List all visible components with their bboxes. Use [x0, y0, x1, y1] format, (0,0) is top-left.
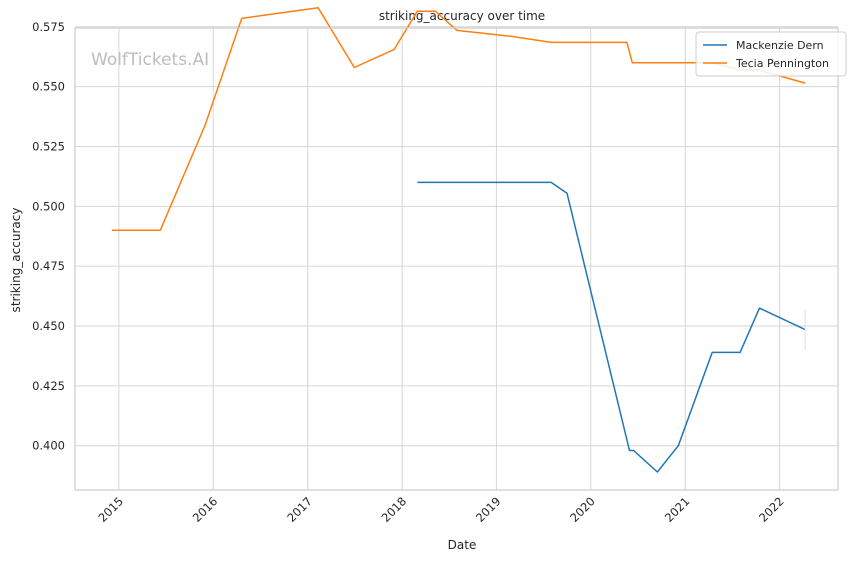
x-axis-label: Date	[448, 538, 477, 552]
x-tick-label: 2020	[567, 494, 598, 525]
y-tick-label: 0.475	[32, 259, 65, 273]
series-lines	[111, 6, 806, 473]
x-tick-label: 2022	[756, 494, 787, 525]
x-tick-label: 2015	[95, 494, 126, 525]
y-tick-label: 0.450	[32, 319, 65, 333]
y-tick-label: 0.425	[32, 379, 65, 393]
legend: Mackenzie Dern Tecia Pennington	[695, 31, 847, 77]
y-axis-ticks: 0.400 0.425 0.450 0.475 0.500 0.525 0.550 0.575	[32, 20, 65, 453]
y-tick-label: 0.500	[32, 199, 65, 213]
plot-frame	[74, 27, 839, 491]
x-tick-label: 2019	[473, 494, 504, 525]
y-tick-label: 0.400	[32, 439, 65, 453]
x-axis-ticks: 2015 2016 2017 2018 2019 2020 2021 2022	[95, 494, 786, 525]
legend-box	[695, 31, 847, 77]
x-tick-label: 2016	[190, 494, 221, 525]
y-tick-label: 0.525	[32, 139, 65, 153]
x-tick-label: 2017	[284, 494, 315, 525]
y-tick-label: 0.550	[32, 80, 65, 94]
y-axis-label: striking_accuracy	[9, 208, 23, 313]
grid	[75, 26, 838, 490]
chart-title: striking_accuracy over time	[379, 9, 545, 23]
series-line-mackenzie-dern	[417, 181, 806, 473]
x-tick-label: 2018	[379, 494, 410, 525]
watermark: WolfTickets.AI	[91, 50, 209, 70]
legend-entry-tecia-pennington: Tecia Pennington	[735, 57, 829, 70]
y-tick-label: 0.575	[32, 20, 65, 34]
legend-entry-mackenzie-dern: Mackenzie Dern	[736, 39, 824, 52]
x-tick-label: 2021	[662, 494, 693, 525]
